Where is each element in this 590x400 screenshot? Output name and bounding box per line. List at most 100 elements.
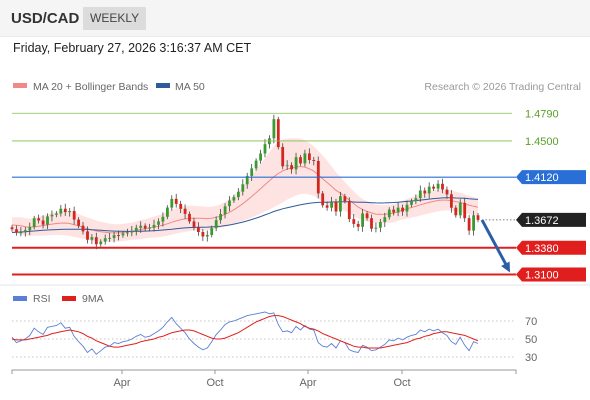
- candle: [232, 194, 236, 203]
- candle-body: [68, 211, 72, 213]
- candle-body: [219, 214, 222, 221]
- candle: [427, 182, 431, 199]
- candle: [361, 209, 364, 232]
- candle-body: [383, 217, 387, 222]
- candle-body: [467, 218, 471, 231]
- candle-body: [361, 213, 364, 227]
- report-datetime: Friday, February 27, 2026 3:16:37 AM CET: [13, 41, 252, 55]
- candle-body: [325, 205, 329, 208]
- candle-body: [285, 165, 289, 167]
- symbol-title: USD/CAD: [11, 10, 80, 27]
- candle-body: [143, 225, 147, 229]
- candle-body: [197, 227, 200, 232]
- candle: [19, 227, 23, 237]
- candle: [197, 222, 200, 236]
- candle-body: [139, 225, 143, 228]
- candle: [157, 218, 160, 230]
- candle-body: [205, 235, 209, 237]
- candle: [370, 214, 373, 232]
- candle-body: [192, 221, 196, 228]
- candle: [436, 180, 440, 192]
- candle-body: [23, 230, 27, 233]
- candle-body: [41, 220, 45, 225]
- candle-body: [458, 202, 462, 216]
- rsi-legend-swatch: [13, 296, 27, 301]
- candle-body: [472, 215, 475, 231]
- candle: [432, 184, 435, 191]
- candle-body: [414, 198, 418, 202]
- candle-body: [423, 190, 427, 194]
- x-tick-label: Oct: [393, 377, 410, 389]
- candle: [414, 194, 418, 205]
- forecast-arrow-shaft: [480, 219, 509, 268]
- candle-body: [19, 232, 23, 234]
- candle-body: [179, 203, 183, 209]
- candle-body: [161, 216, 165, 222]
- rsi-ma-line: [11, 315, 479, 349]
- candle: [41, 215, 45, 229]
- candle: [241, 179, 245, 196]
- level-tag: [516, 212, 586, 227]
- candle-body: [72, 211, 76, 220]
- candle-body: [59, 208, 63, 214]
- candle-body: [237, 191, 240, 198]
- candle: [387, 207, 391, 220]
- candle: [330, 196, 333, 212]
- candle-body: [214, 220, 218, 229]
- candle: [374, 222, 378, 233]
- candle-body: [347, 201, 351, 220]
- candle: [139, 221, 143, 233]
- candle-body: [174, 198, 178, 204]
- candle: [396, 202, 400, 217]
- candle: [201, 228, 205, 241]
- candle: [183, 204, 187, 219]
- candle-body: [157, 221, 160, 225]
- candle: [476, 212, 480, 223]
- candle: [356, 220, 360, 232]
- candle-body: [387, 209, 391, 218]
- ma20-legend-label: MA 20 + Bollinger Bands: [33, 81, 148, 93]
- candle-body: [352, 219, 356, 224]
- candle-body: [343, 196, 347, 201]
- candle: [174, 193, 178, 208]
- candle-body: [94, 237, 98, 245]
- x-tick-label: Apr: [299, 377, 316, 389]
- candle: [10, 224, 14, 232]
- candle-body: [254, 160, 258, 169]
- candle: [99, 239, 103, 247]
- candle: [210, 225, 214, 238]
- candle-body: [108, 237, 112, 239]
- candle: [46, 213, 49, 230]
- candle: [126, 228, 129, 237]
- candle-body: [454, 207, 458, 216]
- candle: [441, 178, 444, 194]
- candle: [152, 219, 156, 232]
- candle-body: [183, 208, 187, 214]
- candle: [245, 172, 249, 189]
- candle-body: [81, 225, 85, 232]
- candle: [472, 210, 475, 236]
- level-tag: [516, 267, 586, 282]
- candle: [90, 234, 94, 245]
- candle-body: [312, 160, 316, 161]
- candle-body: [379, 222, 382, 228]
- candle-body: [46, 216, 49, 225]
- candle: [143, 223, 147, 231]
- timeframe-badge[interactable]: WEEKLY: [83, 7, 147, 30]
- candle: [263, 139, 267, 158]
- candle-body: [272, 119, 276, 139]
- candle-body: [170, 198, 174, 208]
- candle-body: [299, 157, 302, 164]
- candle: [23, 227, 27, 237]
- candle-body: [303, 153, 307, 164]
- candle: [223, 203, 227, 219]
- candle-body: [281, 147, 285, 167]
- level-tag: [516, 240, 586, 255]
- candle-body: [210, 228, 214, 235]
- candle-body: [445, 189, 449, 195]
- candle: [272, 114, 276, 144]
- rsi-ma-legend-label: 9MA: [82, 293, 104, 305]
- candle-body: [356, 223, 360, 227]
- candle-body: [152, 224, 156, 228]
